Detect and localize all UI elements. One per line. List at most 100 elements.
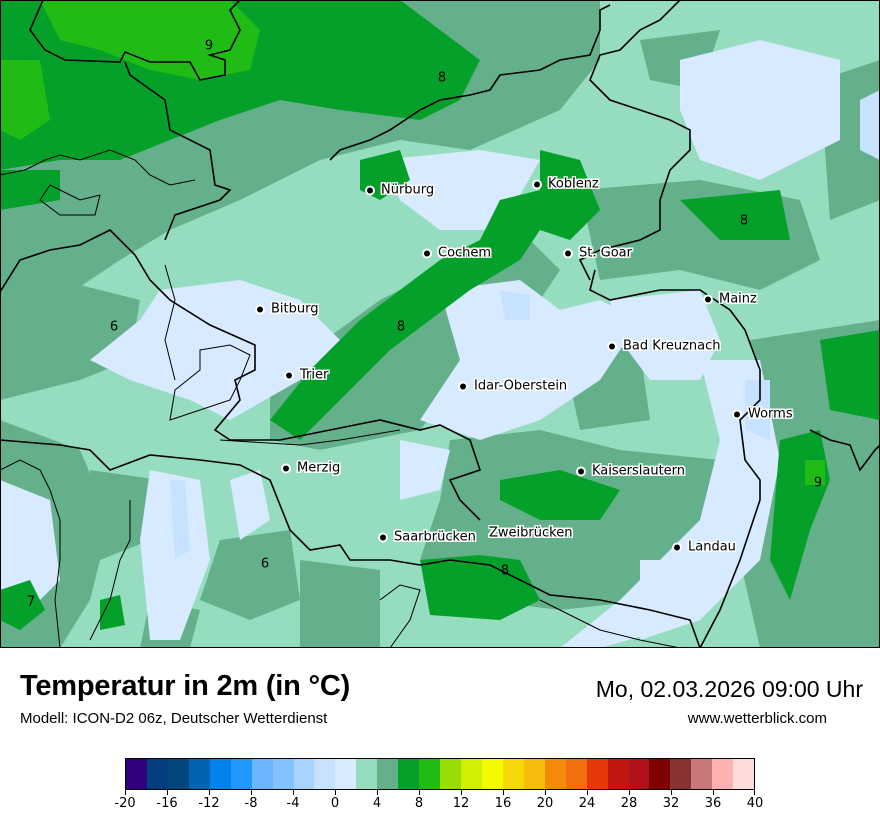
colorbar-tick-label: 4 — [372, 796, 382, 811]
city-dot-icon — [534, 181, 540, 187]
colorbar-tick-label: -16 — [156, 796, 178, 811]
colorbar-tick — [461, 790, 462, 795]
colorbar-segment — [377, 759, 399, 789]
city-label: Nürburg — [381, 182, 435, 198]
city-dot-icon — [367, 187, 373, 193]
colorbar-tick-label: -20 — [114, 796, 136, 811]
city-dot-icon — [424, 250, 430, 256]
colorbar-tick-label: 32 — [662, 796, 680, 811]
colorbar-segment — [628, 759, 650, 789]
colorbar-tick — [671, 790, 672, 795]
colorbar-segment — [356, 759, 378, 789]
colorbar-tick — [251, 790, 252, 795]
city-marker: Bad Kreuznach — [609, 339, 721, 354]
city-marker: Nürburg — [367, 183, 434, 198]
city-label: St. Goar — [579, 245, 632, 261]
colorbar-ticks: -20 -16 -12 -8 -4 0 4 8 12 16 20 24 28 32 36 40 — [114, 790, 763, 820]
colorbar-segment — [419, 759, 441, 789]
city-label: Saarbrücken — [394, 529, 476, 545]
city-label: Cochem — [438, 245, 492, 261]
colorbar-tick — [587, 790, 588, 795]
colorbar-tick — [293, 790, 294, 795]
colorbar-tick-label: -8 — [244, 796, 258, 811]
colorbar-tick — [754, 790, 755, 795]
colorbar-segment — [481, 759, 503, 789]
colorbar-tick — [629, 790, 630, 795]
city-dot-icon — [283, 465, 289, 471]
city-marker: Worms — [734, 407, 793, 422]
colorbar-segment — [523, 759, 545, 789]
city-label: Mainz — [719, 291, 757, 307]
contour-label: 8 — [396, 319, 406, 335]
colorbar-segment — [167, 759, 189, 789]
colorbar-segment — [544, 759, 566, 789]
website-link[interactable]: www.wetterblick.com — [687, 710, 827, 727]
model-subtitle: Modell: ICON-D2 06z, Deutscher Wetterdie… — [20, 710, 328, 727]
colorbar-tick-label: 24 — [578, 796, 596, 811]
contour-label: 6 — [109, 319, 119, 335]
city-dot-icon — [257, 306, 263, 312]
colorbar-tick — [335, 790, 336, 795]
colorbar-tick — [713, 790, 714, 795]
colorbar-segment — [502, 759, 524, 789]
city-marker: St. Goar — [565, 246, 632, 261]
colorbar-segment — [461, 759, 482, 789]
colorbar-segment — [188, 759, 210, 789]
city-label: Zweibrücken — [489, 525, 573, 541]
colorbar-segment — [649, 759, 671, 789]
city-dot-icon — [705, 296, 711, 302]
city-label: Kaiserslautern — [592, 463, 686, 479]
colorbar-segment — [209, 759, 231, 789]
city-dot-icon — [609, 343, 615, 349]
city-marker: Koblenz — [534, 177, 599, 192]
colorbar-segment — [565, 759, 587, 789]
colorbar-segment — [733, 759, 755, 789]
colorbar-tick — [503, 790, 504, 795]
forecast-datetime: Mo, 02.03.2026 09:00 Uhr — [595, 676, 863, 702]
colorbar-segment — [586, 759, 608, 789]
colorbar-tick-label: 40 — [746, 796, 764, 811]
temperature-colorbar — [125, 758, 755, 790]
colorbar-segment — [251, 759, 273, 789]
city-marker: Cochem — [424, 246, 491, 261]
colorbar-segment — [314, 759, 336, 789]
city-label: Landau — [688, 539, 736, 555]
city-marker: Mainz — [705, 292, 757, 307]
colorbar-tick-label: -4 — [286, 796, 300, 811]
city-label: Trier — [300, 367, 329, 383]
colorbar-segment — [398, 759, 420, 789]
contour-label: 9 — [813, 475, 823, 491]
city-dot-icon — [674, 544, 680, 550]
city-label: Bad Kreuznach — [623, 338, 721, 354]
city-label: Worms — [748, 406, 793, 422]
temperature-field — [0, 0, 880, 648]
colorbar-tick — [209, 790, 210, 795]
colorbar-tick-label: 0 — [330, 796, 340, 811]
colorbar-segment — [230, 759, 252, 789]
city-label: Bitburg — [271, 301, 319, 317]
colorbar-segment — [670, 759, 692, 789]
temperature-map: Nürburg Koblenz Cochem St. Goar Mainz Bitburg… — [0, 0, 880, 648]
chart-title: Temperatur in 2m (in °C) — [20, 670, 351, 702]
colorbar-segment — [607, 759, 629, 789]
city-marker: Idar-Oberstein — [460, 379, 567, 394]
city-marker: Bitburg — [257, 302, 319, 317]
city-marker: Kaiserslautern — [578, 464, 685, 479]
city-marker: Saarbrücken — [380, 530, 476, 545]
city-dot-icon — [460, 383, 466, 389]
colorbar-tick-label: 36 — [704, 796, 722, 811]
colorbar-segment — [126, 759, 147, 789]
colorbar-segment — [293, 759, 315, 789]
contour-label: 9 — [204, 38, 214, 54]
colorbar-tick — [545, 790, 546, 795]
colorbar-segment — [146, 759, 168, 789]
colorbar-tick — [125, 790, 126, 795]
contour-label: 8 — [500, 563, 510, 579]
city-dot-icon — [734, 411, 740, 417]
colorbar-segment — [272, 759, 294, 789]
contour-label: 8 — [437, 70, 447, 86]
city-dot-icon — [380, 534, 386, 540]
colorbar-tick — [377, 790, 378, 795]
colorbar-tick — [419, 790, 420, 795]
contour-label: 6 — [260, 556, 270, 572]
